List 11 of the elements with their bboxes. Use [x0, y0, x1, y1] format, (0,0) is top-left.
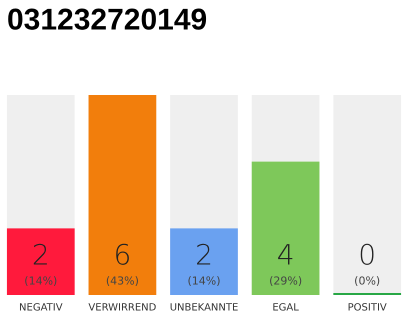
x-tick-label: UNBEKANNTE	[170, 302, 238, 314]
x-tick-label: VERWIRREND	[88, 302, 157, 314]
data-label: 2 (14%)	[187, 238, 221, 288]
data-label: 2 (14%)	[24, 238, 58, 288]
data-label: 6 (43%)	[106, 238, 139, 288]
x-tick-label: EGAL	[272, 302, 300, 314]
x-tick-label: NEGATIV	[19, 302, 63, 314]
chart-title: 031232720149	[7, 4, 208, 36]
data-label: 4 (29%)	[269, 238, 302, 288]
data-label: 0 (0%)	[354, 238, 380, 288]
x-tick-label: POSITIV	[348, 302, 387, 314]
